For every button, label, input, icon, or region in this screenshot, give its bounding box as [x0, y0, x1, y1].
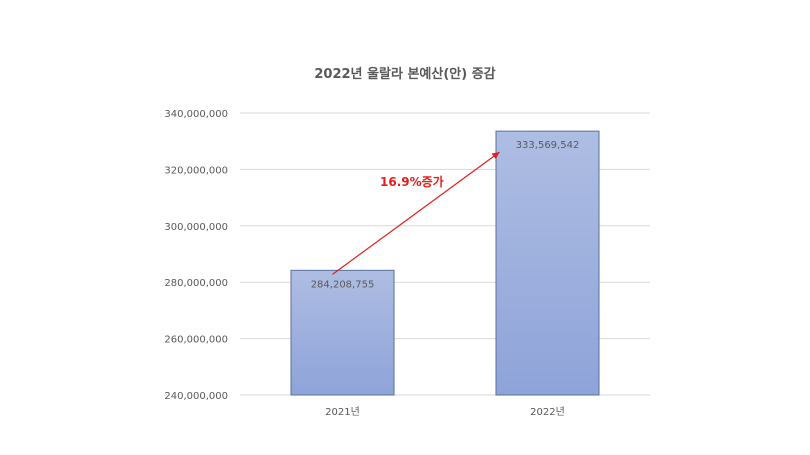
x-tick-label: 2022년	[530, 406, 565, 418]
chart-title: 2022년 울랄라 본예산(안) 증감	[314, 67, 496, 82]
annotation-arrow	[332, 151, 500, 275]
y-tick-label: 240,000,000	[164, 391, 228, 402]
bar	[495, 130, 600, 396]
y-tick-label: 300,000,000	[164, 222, 228, 233]
y-tick-label: 260,000,000	[164, 335, 228, 346]
data-label: 284,208,755	[311, 279, 375, 290]
y-tick-label: 320,000,000	[164, 165, 228, 176]
y-tick-label: 280,000,000	[164, 278, 228, 289]
y-tick-label: 340,000,000	[164, 109, 228, 120]
data-label: 333,569,542	[516, 140, 580, 151]
bar	[290, 269, 395, 396]
annotation-label: 16.9%증가	[380, 174, 444, 189]
x-tick-label: 2021년	[325, 406, 360, 418]
